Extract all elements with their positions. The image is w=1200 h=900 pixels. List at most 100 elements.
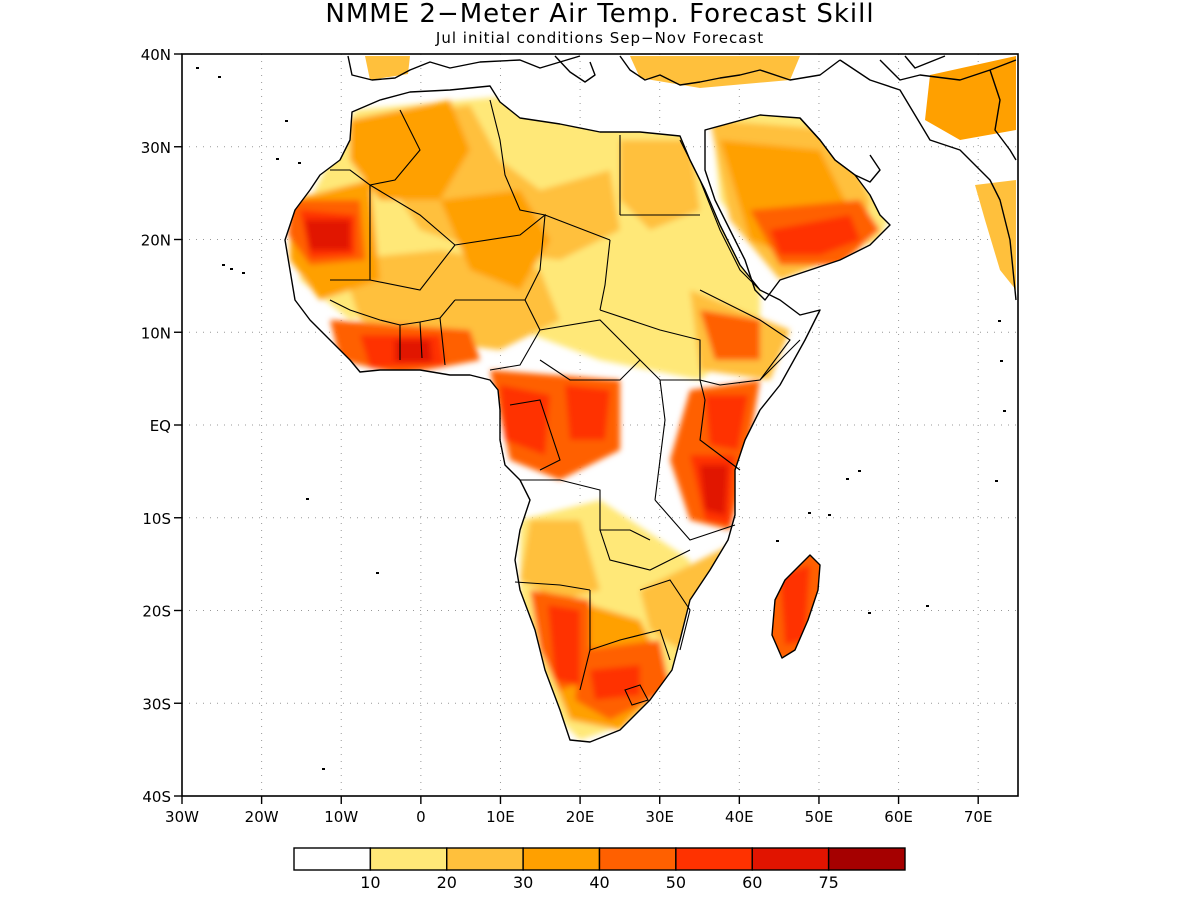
island-speck [285,120,288,122]
lon-tick-label: 10E [486,808,515,826]
lon-tick-label: 40E [725,808,754,826]
skill-region-40-50-ethiopia [700,310,760,360]
colorbar-swatch [293,847,372,871]
skill-shading-misc [365,56,1016,290]
island-speck [828,514,831,516]
skill-region-60-75-ghana [395,340,432,362]
lat-tick-label: 10N [141,324,171,342]
skill-region-mideast-edge [630,56,800,88]
lon-tick-label: 50E [805,808,834,826]
skill-region-india-edge [975,180,1016,290]
island-speck [298,162,301,164]
lat-tick-label: 20N [141,232,171,250]
skill-region-50-60-drc [565,385,610,440]
border-gabon-congo [509,399,561,471]
skill-shading-arabia [710,115,890,280]
border-drc-angola [520,479,651,541]
island-speck [242,272,245,274]
border-mali-mauritania [330,169,371,281]
colorbar-swatch [827,847,906,871]
caspian-coast [904,55,946,69]
madagascar-coastline [771,554,821,659]
border-libya-chad [544,214,611,241]
skill-region-arabia-50-60 [770,215,860,255]
colorbar-label: 20 [437,873,457,892]
islands [196,67,1006,770]
island-speck [376,572,379,574]
lon-tick-label: 70E [964,808,993,826]
map-title: NMME 2−Meter Air Temp. Forecast Skill [325,0,874,29]
gulf-coast [799,117,881,183]
map-area [182,54,1018,796]
colorbar: 10 20 30 40 50 60 75 [293,847,906,892]
colorbar-swatch [446,847,524,871]
lon-tick-label: 30E [645,808,674,826]
border-car [539,319,641,381]
island-speck [196,67,199,69]
island-speck [868,612,871,614]
skill-region-20-30-angola [520,520,600,600]
border-morocco-algeria [369,109,421,186]
skill-region-iran-edge [925,56,1016,140]
island-speck [1000,360,1003,362]
island-speck [230,268,233,270]
colorbar-label: 75 [818,873,838,892]
border-lesotho [624,684,649,706]
lon-tick-label: 30W [165,808,199,826]
island-speck [995,480,998,482]
map-subtitle: Jul initial conditions Sep−Nov Forecast [435,29,764,47]
island-speck [776,540,779,542]
skill-region-50-60-namibia [548,605,580,685]
island-speck [998,320,1001,322]
asia-coastline [839,59,1017,301]
lat-tick-label: 40N [141,46,171,64]
border-ghana [399,317,446,366]
colorbar-label: 60 [742,873,762,892]
lat-tick-label: EQ [150,417,171,435]
border-uganda-drc [654,379,666,501]
colorbar-label: 30 [513,873,533,892]
colorbar-swatch [369,847,448,871]
colorbar-swatch [751,847,830,871]
latitude-ticks: 40N 30N 20N 10N EQ 10S 20S 30S 40S [141,46,182,806]
colorbar-label: 10 [360,873,380,892]
pakistan-border [989,69,1017,161]
skill-region-50-60-southafrica [590,665,640,700]
border-botswana-sa [589,629,671,661]
border-zambia [599,529,691,571]
africa-coastline [284,85,821,743]
coastlines [284,55,1017,743]
island-speck [322,768,325,770]
colorbar-label: 50 [666,873,686,892]
border-algeria-libya [489,99,546,216]
border-angola-namibia [514,581,591,591]
lat-tick-label: 30N [141,139,171,157]
island-speck [306,498,309,500]
island-speck [222,264,225,266]
skill-region-30-40-northwest [350,100,470,200]
iran-border [879,59,1017,81]
skill-region-30-40-centralnorth [440,190,550,290]
border-niger [454,213,546,301]
island-speck [858,470,861,472]
europe-coastline [347,55,581,81]
country-borders [329,99,801,706]
island-speck [926,605,929,607]
lat-tick-label: 20S [142,603,171,621]
border-kenya [699,379,741,471]
skill-region-50-60-gabon [500,385,550,455]
border-algeria-mali [369,184,456,246]
border-south-sudan [599,309,701,381]
lon-tick-label: 0 [416,808,426,826]
longitude-ticks: 30W 20W 10W 0 10E 20E 30E 40E 50E 60E 70E [165,796,992,826]
border-sudan-chad [599,239,611,311]
border-ethiopia [699,289,791,386]
skill-region-madagascar-50-60 [780,565,810,645]
italy-coastline [554,55,596,83]
colorbar-swatch [598,847,677,871]
border-somalia [759,339,801,381]
island-speck [276,158,279,160]
skill-region-20-30-egypt [620,140,700,230]
lon-tick-label: 60E [884,808,913,826]
border-mali-south [369,244,456,291]
